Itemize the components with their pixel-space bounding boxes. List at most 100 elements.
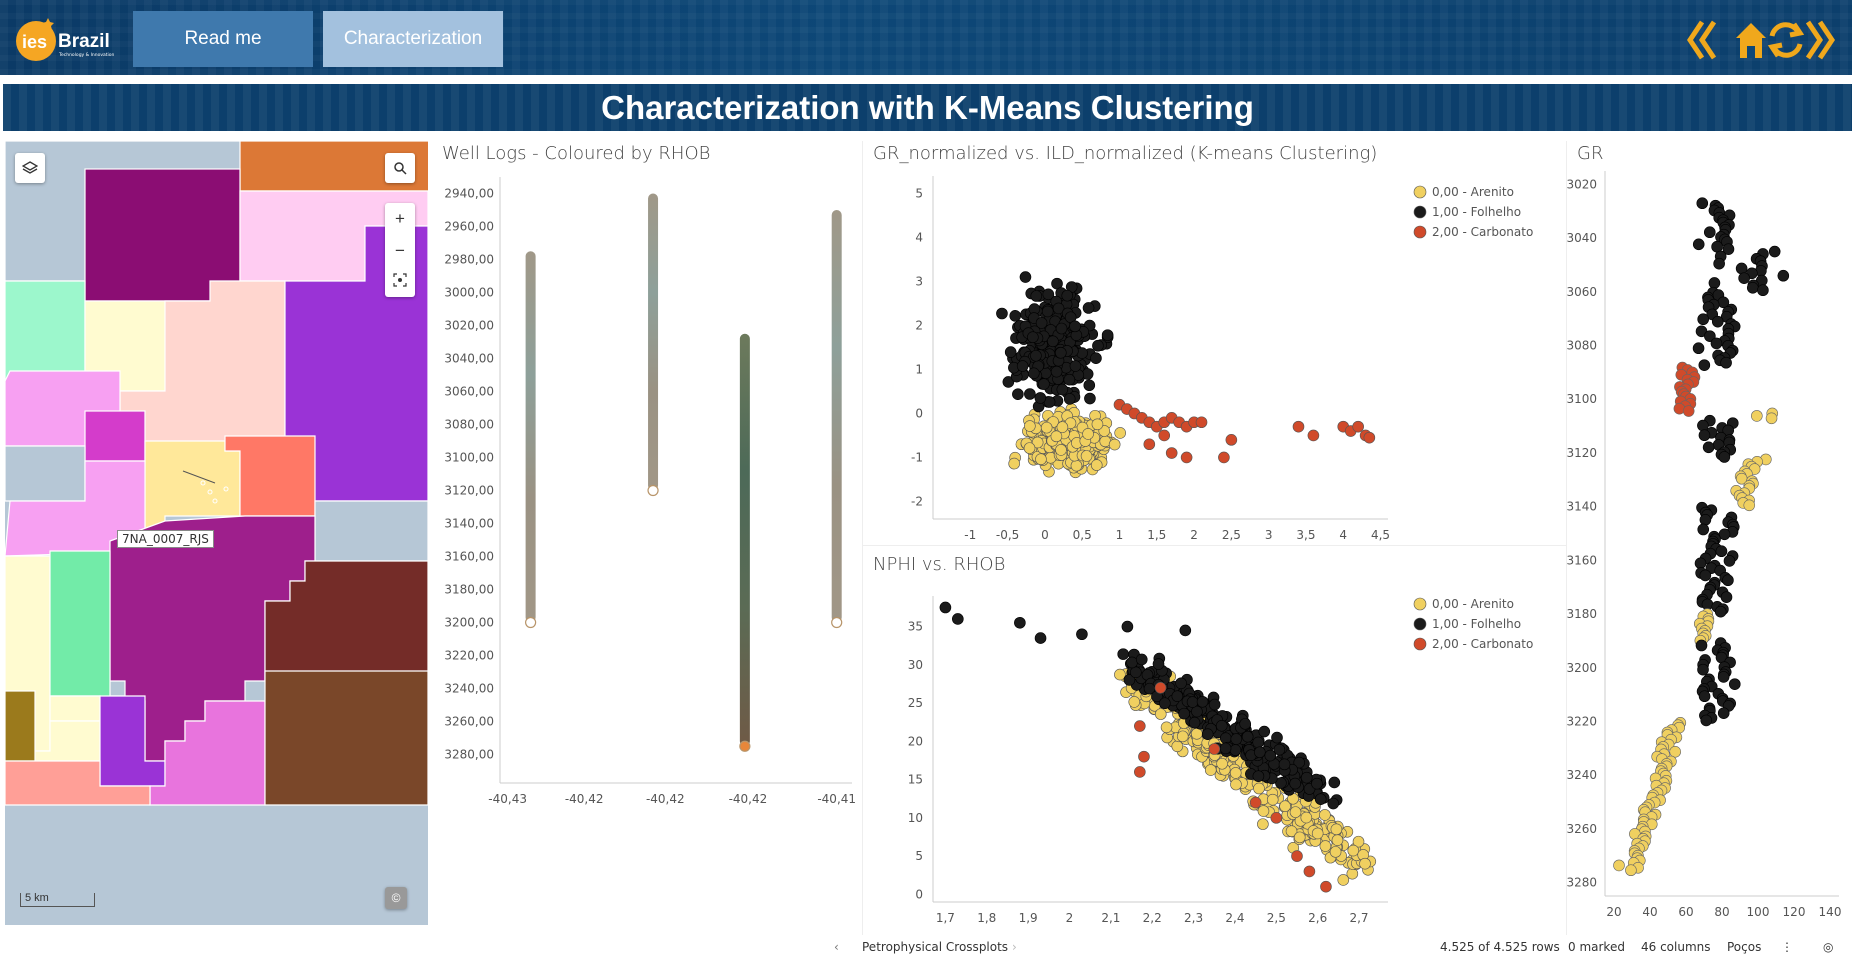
well-logs-chart[interactable]: 2940,00 2960,00 2980,00 3000,00 3020,00 3040,… — [432, 141, 864, 925]
scatter-point — [1291, 850, 1303, 862]
status-bar: ‹ Petrophysical Crossplots › 4.525 of 4.… — [0, 935, 1852, 959]
gr-point — [1738, 272, 1750, 284]
characterization-button[interactable]: Characterization — [323, 11, 503, 67]
gr-point — [1703, 226, 1716, 239]
y-tick-label: 3180,00 — [444, 583, 494, 597]
gr-point — [1699, 569, 1712, 582]
scatter-point — [1241, 730, 1254, 743]
scatter-point — [1034, 632, 1047, 644]
data-table-name[interactable]: Poços — [1727, 940, 1762, 954]
scatter-point — [1082, 428, 1094, 440]
search-icon[interactable] — [385, 153, 415, 183]
legend-label: 2,00 - Carbonato — [1432, 225, 1533, 239]
scatter-point — [1319, 840, 1332, 852]
y-tick-label: 3280 — [1567, 876, 1597, 890]
y-tick-label: 10 — [908, 811, 923, 825]
y-tick-label: 3240 — [1567, 768, 1597, 782]
gr-point — [1735, 262, 1748, 275]
scatter-point — [1320, 880, 1332, 893]
scatter-point — [1300, 771, 1313, 784]
scatter-point — [1330, 823, 1343, 836]
zoom-in-icon[interactable]: + — [395, 209, 405, 228]
legend-swatch — [1413, 225, 1427, 239]
gr-point — [1697, 523, 1710, 536]
top-banner: ies Brazil Technology & Innovation Read … — [0, 0, 1852, 78]
x-tick-label: 2,1 — [1101, 911, 1120, 925]
map-panel[interactable]: 7NA_0007_RJS + − © 5 km — [5, 141, 428, 925]
x-tick-label: 1 — [1116, 528, 1124, 542]
well-bottom-marker — [739, 740, 751, 752]
more-menu-icon[interactable]: ⋮ — [1781, 940, 1793, 954]
x-tick-label: 1,9 — [1019, 911, 1038, 925]
scatter-point — [1019, 271, 1032, 283]
scatter-point — [1229, 767, 1242, 779]
scatter-point — [939, 601, 952, 614]
x-tick-label: 2,7 — [1349, 911, 1368, 925]
gr-depth-chart[interactable]: 3020 3040 3060 3080 3100 3120 3140 3160 3180 3200… — [1567, 141, 1852, 935]
page-tab[interactable]: Petrophysical Crossplots — [862, 940, 1009, 954]
home-icon[interactable] — [1736, 23, 1766, 58]
scatter-point — [1307, 429, 1320, 442]
scatter-point — [1165, 447, 1178, 459]
y-tick-label: 2960,00 — [444, 220, 494, 234]
scatter-point — [1009, 310, 1022, 322]
zoom-out-icon[interactable]: − — [395, 241, 405, 260]
y-tick-label: 3140 — [1567, 500, 1597, 514]
nphi-rhob-scatter[interactable]: 0 5 10 15 20 25 30 35 1,7 1,8 1,9 2 2,1 2,2 2,3 2,4 2,5 2… — [863, 546, 1567, 936]
gr-point — [1701, 598, 1714, 611]
scatter-point — [1319, 809, 1331, 821]
scatter-point — [1091, 418, 1104, 431]
read-me-button[interactable]: Read me — [133, 11, 313, 67]
scatter-point — [1249, 796, 1262, 809]
legend-swatch — [1413, 597, 1427, 611]
scatter-point — [1257, 805, 1270, 817]
gr-point — [1722, 574, 1734, 587]
recenter-icon[interactable] — [393, 273, 407, 291]
scatter-point — [1273, 743, 1286, 756]
next-page-icon[interactable]: › — [1012, 940, 1017, 954]
gr-point — [1698, 429, 1711, 442]
y-tick-label: 3280,00 — [444, 748, 494, 762]
y-tick-label: 3020,00 — [444, 319, 494, 333]
scatter-point — [1289, 777, 1301, 790]
scatter-point — [1023, 442, 1036, 454]
y-tick-label: 3040 — [1567, 231, 1597, 245]
x-tick-label: 1,8 — [977, 911, 996, 925]
scatter-point — [1050, 365, 1063, 378]
layers-icon[interactable] — [15, 153, 45, 183]
gr-ild-panel: GR_normalized vs. ILD_normalized (K-mean… — [862, 141, 1566, 545]
x-tick-label: -0,5 — [996, 528, 1019, 542]
x-tick-label: 2,5 — [1267, 911, 1286, 925]
scatter-point — [1056, 383, 1069, 396]
scatter-point — [1230, 733, 1243, 745]
scatter-point — [1092, 339, 1104, 352]
attribution-icon[interactable]: © — [385, 887, 407, 909]
row-count: 4.525 of 4.525 rows — [1440, 940, 1560, 954]
forward-icon[interactable] — [1805, 20, 1836, 60]
gr-point — [1715, 545, 1728, 558]
scatter-point — [1208, 743, 1221, 755]
legend-label: 0,00 - Arenito — [1432, 597, 1514, 611]
back-icon[interactable] — [1686, 20, 1717, 60]
x-tick-label: -40,43 — [488, 792, 527, 806]
gr-point — [1765, 412, 1778, 425]
scatter-point — [1160, 721, 1173, 734]
scatter-point — [1016, 360, 1029, 372]
y-tick-label: 3040,00 — [444, 352, 494, 366]
x-tick-label: 2,5 — [1222, 528, 1241, 542]
scatter-point — [1030, 349, 1042, 362]
gr-point — [1751, 410, 1763, 422]
scatter-point — [1084, 392, 1096, 405]
map-polygons — [5, 141, 428, 806]
gr-ild-scatter[interactable]: -2 -1 0 1 2 3 4 5 -1 -0,5 0 0,5 1 1,5 2 2,5 3 3,5 4 4,5 0,00… — [863, 141, 1567, 545]
refresh-icon[interactable] — [1767, 22, 1805, 58]
scatter-point — [1188, 716, 1201, 729]
prev-page-icon[interactable]: ‹ — [834, 940, 839, 954]
scatter-point — [1121, 620, 1134, 633]
gr-point — [1692, 238, 1705, 251]
scatter-point — [1252, 736, 1265, 749]
gr-point — [1682, 405, 1695, 417]
scatter-point — [1230, 778, 1242, 791]
gr-ild-title: GR_normalized vs. ILD_normalized (K-mean… — [873, 143, 1378, 164]
globe-icon[interactable]: ◎ — [1823, 940, 1834, 954]
